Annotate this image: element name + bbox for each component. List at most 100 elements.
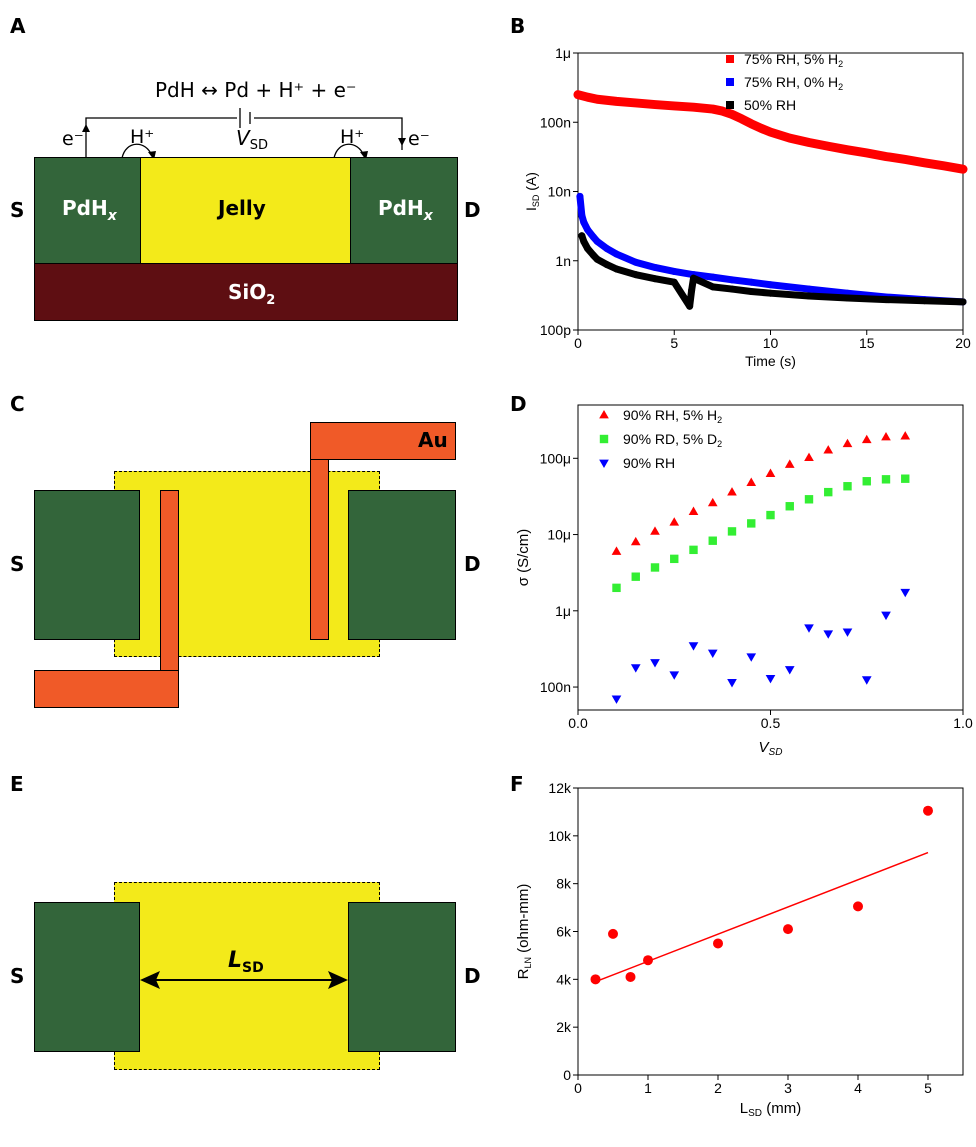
jelly-label: Jelly xyxy=(218,196,266,220)
arrow-left-icon xyxy=(140,971,160,989)
sio2-label: SiO2 xyxy=(228,280,276,308)
data-point xyxy=(632,258,640,266)
y-axis-label: RLN (ohm-mm) xyxy=(515,884,533,980)
data-point xyxy=(593,237,601,245)
panel-e-diagram: LSD S D xyxy=(0,0,481,1147)
data-point xyxy=(688,642,699,651)
data-point xyxy=(823,445,834,454)
data-point xyxy=(590,974,601,985)
x-tick-label: 1.0 xyxy=(953,715,973,731)
data-point xyxy=(599,434,609,444)
panel-a-diagram: PdH ↔ Pd + H⁺ + e⁻ e⁻ e⁻ H⁺ H⁺ VSD PdHx … xyxy=(0,0,481,330)
data-point xyxy=(881,611,891,621)
panel-label-d: D xyxy=(510,392,527,416)
data-point xyxy=(882,296,890,304)
data-point xyxy=(593,255,601,263)
data-point xyxy=(784,666,795,675)
data-point xyxy=(613,265,620,273)
data-point xyxy=(578,232,586,240)
panel-label-e: E xyxy=(10,772,24,796)
plot-frame xyxy=(577,52,964,331)
y-tick-label: 100μ xyxy=(540,450,571,466)
data-point xyxy=(670,102,678,110)
data-point xyxy=(718,107,726,115)
sio2-substrate xyxy=(34,263,458,321)
y-tick-label: 10μ xyxy=(547,527,571,543)
data-point xyxy=(766,510,775,520)
x-tick-label: 5 xyxy=(670,335,678,351)
data-point xyxy=(747,519,756,528)
x-axis-label: VSD xyxy=(759,739,783,758)
data-point xyxy=(921,297,928,305)
y-tick-label: 1n xyxy=(555,253,571,269)
data-point xyxy=(785,502,794,511)
proton-label-right: H⁺ xyxy=(340,126,365,148)
data-point xyxy=(959,298,967,306)
data-point xyxy=(844,294,851,302)
data-point xyxy=(613,97,620,105)
y-tick-label: 10n xyxy=(548,184,571,200)
x-tick-label: 0 xyxy=(574,1080,582,1096)
data-point xyxy=(900,588,911,598)
drain-electrode xyxy=(348,902,456,1052)
y-tick-label: 8k xyxy=(556,876,572,892)
data-point xyxy=(727,487,737,496)
electron-label-left: e⁻ xyxy=(62,128,84,150)
data-point xyxy=(576,192,584,200)
data-point xyxy=(842,438,853,448)
data-point xyxy=(593,95,601,103)
data-point xyxy=(688,287,696,295)
x-tick-label: 0.5 xyxy=(761,715,781,731)
data-point xyxy=(805,285,813,293)
drain-label: D xyxy=(464,964,481,988)
data-point xyxy=(923,805,933,816)
data-point xyxy=(861,676,872,685)
data-point xyxy=(786,134,794,142)
x-tick-label: 1 xyxy=(644,1080,652,1096)
data-point xyxy=(650,659,660,668)
data-point xyxy=(650,563,660,572)
x-tick-label: 10 xyxy=(763,335,779,351)
y-tick-label: 4k xyxy=(556,971,572,987)
data-point xyxy=(767,281,774,289)
source-label: S xyxy=(10,198,25,222)
data-point xyxy=(632,99,640,107)
data-point xyxy=(670,267,678,275)
panel-label-c: C xyxy=(10,392,25,416)
x-axis-label: Time (s) xyxy=(745,353,796,369)
source-label: S xyxy=(10,964,25,988)
x-tick-label: 0 xyxy=(574,335,582,351)
data-point xyxy=(709,105,717,113)
data-point xyxy=(603,245,611,253)
data-point xyxy=(843,482,852,491)
panel-label-f: F xyxy=(510,772,524,796)
pdh-label-left: PdHx xyxy=(62,196,117,224)
x-tick-label: 4 xyxy=(854,1080,862,1096)
data-point xyxy=(823,630,834,639)
y-axis-label: ISD (A) xyxy=(523,172,541,211)
data-point xyxy=(765,468,776,477)
data-point xyxy=(669,517,680,526)
data-point xyxy=(765,674,776,684)
data-point xyxy=(578,212,586,220)
gate-pad-left xyxy=(34,670,179,708)
data-point xyxy=(728,276,736,284)
data-point xyxy=(707,497,718,507)
legend-label: 50% RH xyxy=(744,97,796,113)
legend-label: 75% RH, 0% H2 xyxy=(744,74,843,92)
data-point xyxy=(746,653,757,662)
data-point xyxy=(651,101,659,109)
data-point xyxy=(599,459,609,469)
legend-label: 90% RD, 5% D2 xyxy=(623,431,722,449)
data-point xyxy=(611,546,622,555)
data-point xyxy=(824,487,833,497)
legend-label: 90% RH, 5% H2 xyxy=(623,407,722,425)
y-tick-label: 10k xyxy=(548,828,572,844)
reaction-equation: PdH ↔ Pd + H⁺ + e⁻ xyxy=(155,78,357,102)
chart-d: 0.0 0.5 1.0 100n 1μ 10μ 100μ 90% RH, 5% H2 90% R… xyxy=(515,404,973,758)
data-point xyxy=(784,459,795,468)
x-tick-label: 0.0 xyxy=(568,715,588,731)
data-point xyxy=(651,275,659,283)
data-point xyxy=(844,146,851,154)
data-point xyxy=(631,572,640,581)
